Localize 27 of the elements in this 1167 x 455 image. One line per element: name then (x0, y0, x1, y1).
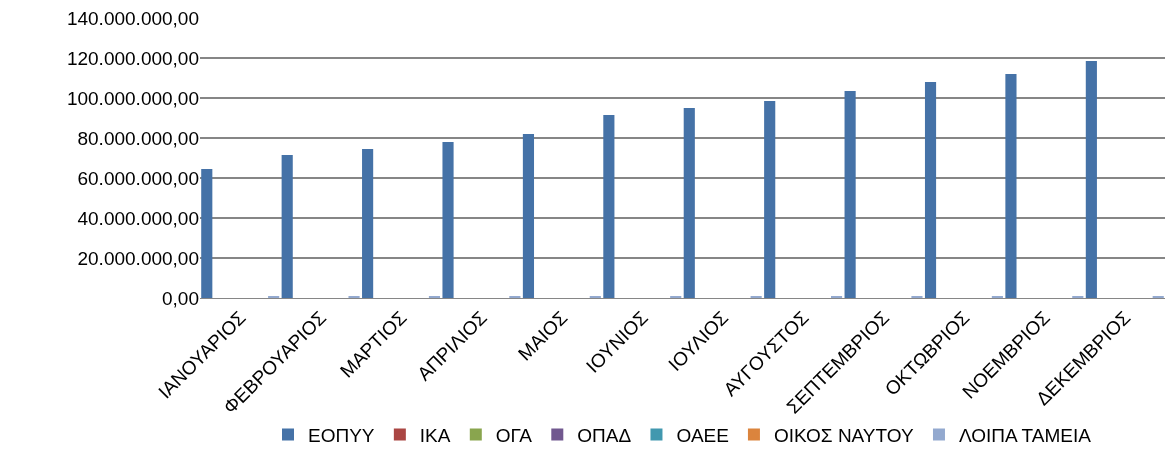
y-tick-label: 120.000.000,00 (66, 47, 199, 69)
legend-label: ΟΙΚΟΣ ΝΑΥΤΟΥ (773, 424, 914, 446)
bar (281, 155, 293, 298)
y-tick-label: 0,00 (162, 287, 199, 309)
y-tick-label: 80.000.000,00 (77, 127, 199, 149)
bar (844, 91, 856, 298)
legend-label: ΟΓΑ (495, 424, 533, 446)
legend-label: ΙΚΑ (419, 424, 451, 446)
legend-label: ΛΟΙΠΑ ΤΑΜΕΙΑ (958, 424, 1092, 446)
bar (522, 134, 535, 298)
bar (764, 101, 776, 298)
y-tick-label: 60.000.000,00 (77, 167, 199, 189)
bar (362, 149, 374, 298)
bar (1085, 61, 1097, 298)
bar (1005, 74, 1017, 298)
bar (201, 169, 213, 298)
bar (603, 115, 615, 298)
legend-label: ΕΟΠΥΥ (308, 424, 375, 446)
y-tick-label: 140.000.000,00 (66, 7, 199, 29)
y-tick-label: 20.000.000,00 (77, 247, 199, 269)
y-tick-label: 100.000.000,00 (66, 87, 199, 109)
bar (683, 108, 695, 298)
bar (442, 142, 454, 298)
y-tick-label: 40.000.000,00 (77, 207, 199, 229)
legend-label: ΟΑΕΕ (676, 424, 729, 446)
bar (924, 82, 937, 298)
legend-label: ΟΠΑΔ (577, 424, 632, 446)
